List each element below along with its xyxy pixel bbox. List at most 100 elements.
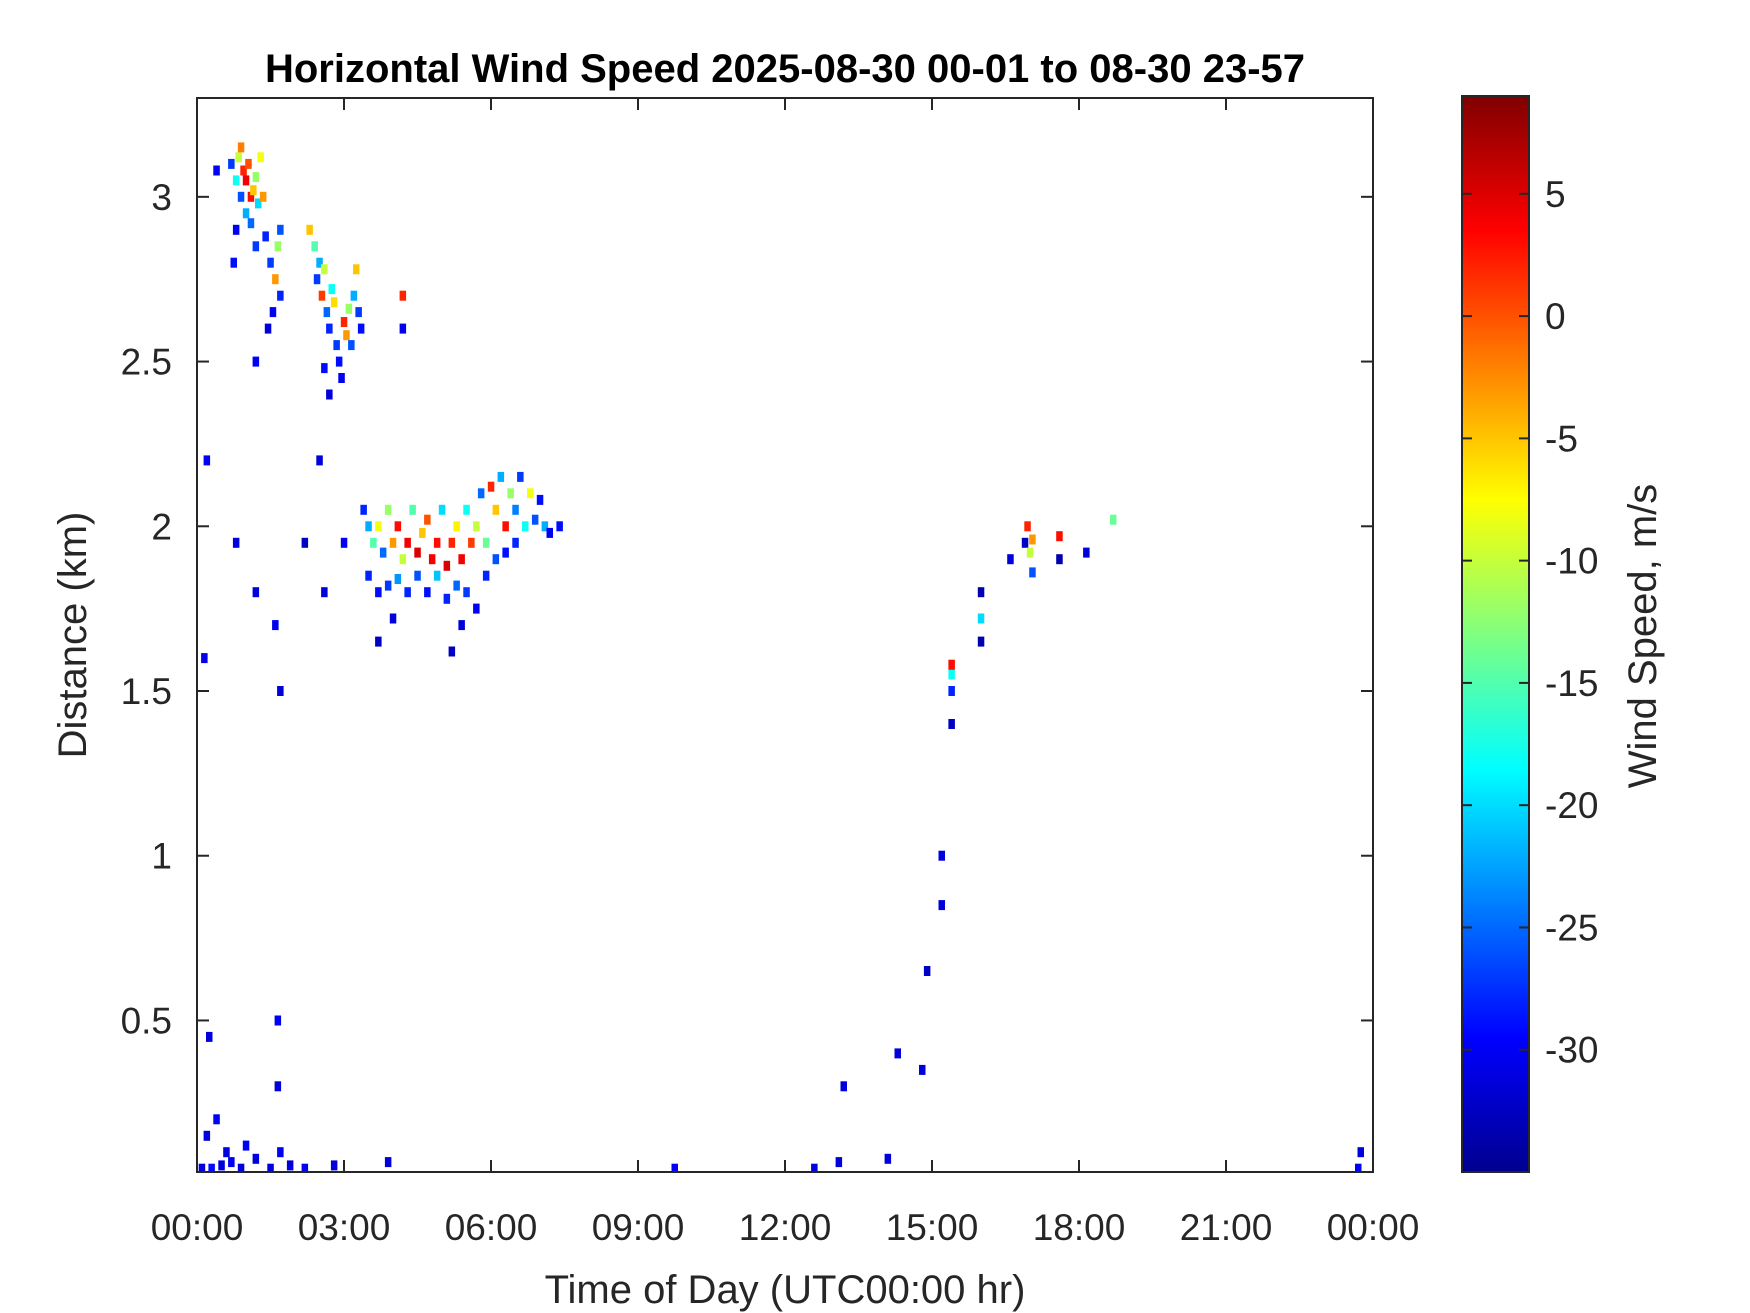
x-axis-label: Time of Day (UTC00:00 hr) (545, 1268, 1026, 1312)
plot-background (197, 98, 1373, 1172)
heatmap-cell (237, 142, 245, 153)
heatmap-cell (1355, 1163, 1362, 1172)
heatmap-cell (208, 1163, 215, 1172)
heatmap-cell (399, 554, 407, 565)
heatmap-cell (250, 185, 257, 196)
heatmap-cell (384, 580, 392, 591)
heatmap-cell (546, 527, 553, 538)
heatmap-cell (286, 1160, 294, 1171)
colorbar-tick-label: -30 (1545, 1030, 1598, 1071)
heatmap-cell (443, 593, 451, 604)
heatmap-cell (360, 504, 367, 515)
heatmap-cell (242, 208, 250, 219)
heatmap-cell (448, 537, 456, 548)
heatmap-cell (343, 330, 350, 341)
heatmap-cell (541, 521, 549, 532)
heatmap-cell (428, 554, 436, 565)
heatmap-cell (252, 1153, 260, 1164)
heatmap-cell (473, 603, 480, 614)
heatmap-cell (948, 719, 955, 729)
heatmap-cell (274, 1015, 282, 1026)
heatmap-cell (301, 537, 309, 548)
heatmap-cell (389, 613, 397, 624)
heatmap-cell (237, 191, 245, 202)
heatmap-cell (512, 537, 519, 548)
heatmap-cell (316, 257, 323, 268)
heatmap-cell (404, 587, 411, 598)
heatmap-cell (502, 547, 509, 558)
heatmap-cell (274, 1081, 282, 1092)
colorbar: 5 0 -5 -10 -15 -20 -25 -30 Wind Speed, m/s (1461, 95, 1665, 1173)
heatmap-cell (323, 307, 331, 318)
heatmap-cell (536, 494, 544, 505)
y-tick-label: 1 (151, 836, 172, 877)
heatmap-cell (482, 537, 490, 548)
heatmap-cell (458, 620, 465, 631)
heatmap-cell (213, 165, 220, 176)
heatmap-cell (240, 165, 247, 176)
heatmap-cell (409, 504, 416, 515)
heatmap-cell (232, 175, 240, 186)
heatmap-cell (977, 636, 985, 647)
heatmap-cell (1056, 531, 1063, 542)
heatmap-cell (257, 152, 264, 163)
heatmap-cell (477, 488, 485, 499)
heatmap-cell (321, 587, 328, 598)
heatmap-cell (357, 323, 365, 334)
heatmap-cell (522, 521, 529, 532)
heatmap-cell (277, 1147, 284, 1158)
x-tick-label: 12:00 (739, 1207, 832, 1248)
heatmap-cell (338, 373, 345, 383)
heatmap-cell (264, 323, 272, 334)
heatmap-cell (350, 290, 358, 301)
y-axis-label: Distance (km) (51, 512, 95, 759)
heatmap-cell (384, 1157, 392, 1168)
heatmap-cell (355, 307, 362, 318)
x-tick-label: 18:00 (1033, 1207, 1126, 1248)
x-tick-label: 06:00 (445, 1207, 538, 1248)
colorbar-tick-label: -10 (1545, 541, 1598, 582)
heatmap-cell (252, 172, 260, 183)
heatmap-cell (242, 1140, 250, 1151)
heatmap-cell (424, 514, 431, 525)
heatmap-cell (252, 241, 260, 252)
heatmap-cell (301, 1163, 309, 1172)
heatmap-cell (318, 290, 326, 301)
heatmap-cell (326, 323, 333, 334)
heatmap-cell (414, 570, 421, 581)
heatmap-cell (272, 620, 279, 631)
heatmap-cell (267, 1163, 274, 1172)
heatmap-cell (1029, 567, 1036, 578)
y-tick-label: 2.5 (121, 342, 172, 383)
heatmap-cell (247, 218, 255, 229)
heatmap-cell (232, 537, 240, 548)
heatmap-cell (527, 488, 534, 499)
x-tick-label: 00:00 (151, 1207, 244, 1248)
heatmap-cell (375, 636, 382, 647)
colorbar-tick-label: -5 (1545, 418, 1578, 459)
heatmap-cells (198, 142, 1364, 1172)
heatmap-cell (923, 966, 931, 976)
heatmap-cell (507, 488, 514, 499)
heatmap-cell (399, 323, 407, 334)
heatmap-cell (894, 1048, 901, 1059)
heatmap-cell (326, 389, 333, 400)
colorbar-ticks: 5 0 -5 -10 -15 -20 -25 -30 (1462, 174, 1598, 1071)
colorbar-tick-label: -25 (1545, 907, 1598, 948)
heatmap-cell (453, 580, 460, 591)
heatmap-cell (884, 1153, 892, 1164)
heatmap-cell (206, 1031, 213, 1042)
heatmap-cell (1021, 537, 1029, 548)
heatmap-cell (230, 257, 237, 268)
heatmap-cell (277, 686, 284, 696)
heatmap-cell (316, 455, 323, 466)
heatmap-cell (463, 504, 470, 515)
heatmap-cell (1083, 547, 1090, 558)
heatmap-cell (938, 900, 945, 911)
heatmap-cell (255, 198, 262, 209)
heatmap-cell (1056, 554, 1063, 565)
heatmap-cell (330, 297, 338, 308)
heatmap-cell (948, 686, 955, 696)
heatmap-cell (262, 231, 269, 242)
heatmap-cell (487, 481, 495, 492)
